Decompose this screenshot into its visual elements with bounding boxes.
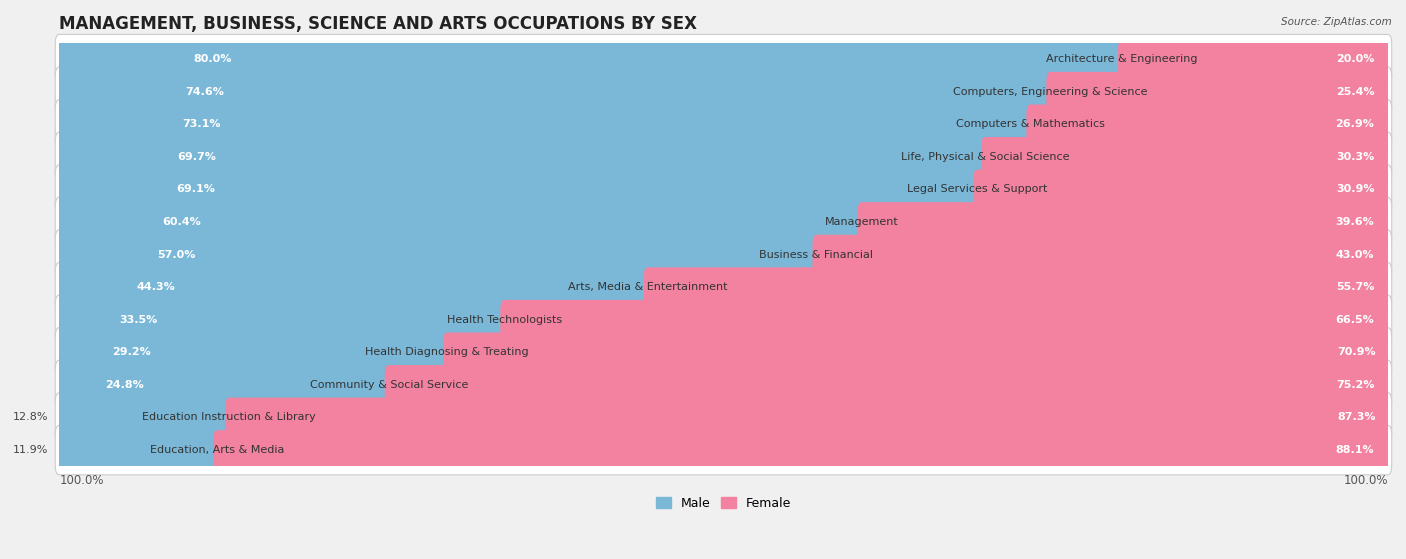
Text: 74.6%: 74.6% [184, 87, 224, 97]
FancyBboxPatch shape [55, 425, 1392, 475]
Text: Computers & Mathematics: Computers & Mathematics [956, 119, 1105, 129]
Text: 87.3%: 87.3% [1337, 413, 1376, 423]
FancyBboxPatch shape [55, 430, 221, 470]
Text: 66.5%: 66.5% [1336, 315, 1375, 325]
FancyBboxPatch shape [55, 365, 392, 405]
FancyBboxPatch shape [1118, 39, 1392, 79]
FancyBboxPatch shape [973, 169, 1392, 209]
Text: MANAGEMENT, BUSINESS, SCIENCE AND ARTS OCCUPATIONS BY SEX: MANAGEMENT, BUSINESS, SCIENCE AND ARTS O… [59, 15, 697, 33]
Text: 70.9%: 70.9% [1337, 347, 1376, 357]
Text: 11.9%: 11.9% [13, 445, 49, 455]
Text: 69.7%: 69.7% [177, 152, 217, 162]
Text: 57.0%: 57.0% [156, 250, 195, 259]
Text: 69.1%: 69.1% [176, 184, 215, 195]
FancyBboxPatch shape [55, 300, 508, 340]
Text: 44.3%: 44.3% [136, 282, 176, 292]
Text: 12.8%: 12.8% [13, 413, 49, 423]
Text: Management: Management [825, 217, 898, 227]
FancyBboxPatch shape [501, 300, 1392, 340]
FancyBboxPatch shape [55, 202, 866, 242]
FancyBboxPatch shape [55, 169, 981, 209]
FancyBboxPatch shape [443, 333, 1393, 372]
FancyBboxPatch shape [55, 197, 1392, 247]
FancyBboxPatch shape [55, 165, 1392, 214]
FancyBboxPatch shape [55, 100, 1392, 149]
FancyBboxPatch shape [55, 397, 233, 437]
Text: Health Diagnosing & Treating: Health Diagnosing & Treating [366, 347, 529, 357]
Text: 29.2%: 29.2% [112, 347, 152, 357]
Text: 26.9%: 26.9% [1336, 119, 1375, 129]
Text: 73.1%: 73.1% [183, 119, 221, 129]
Text: 20.0%: 20.0% [1336, 54, 1375, 64]
Text: Architecture & Engineering: Architecture & Engineering [1046, 54, 1198, 64]
FancyBboxPatch shape [214, 430, 1392, 470]
Text: Source: ZipAtlas.com: Source: ZipAtlas.com [1281, 17, 1392, 27]
Text: Arts, Media & Entertainment: Arts, Media & Entertainment [568, 282, 727, 292]
FancyBboxPatch shape [55, 267, 652, 307]
Text: 25.4%: 25.4% [1336, 87, 1375, 97]
FancyBboxPatch shape [55, 262, 1392, 312]
FancyBboxPatch shape [55, 230, 1392, 280]
FancyBboxPatch shape [55, 137, 990, 177]
Text: 60.4%: 60.4% [162, 217, 201, 227]
Text: Legal Services & Support: Legal Services & Support [907, 184, 1047, 195]
FancyBboxPatch shape [55, 105, 1035, 144]
FancyBboxPatch shape [1046, 72, 1392, 112]
Text: Computers, Engineering & Science: Computers, Engineering & Science [953, 87, 1147, 97]
Text: Life, Physical & Social Science: Life, Physical & Social Science [901, 152, 1070, 162]
FancyBboxPatch shape [55, 35, 1392, 84]
Text: 30.3%: 30.3% [1336, 152, 1375, 162]
Text: 39.6%: 39.6% [1336, 217, 1375, 227]
Text: Education, Arts & Media: Education, Arts & Media [150, 445, 284, 455]
FancyBboxPatch shape [1026, 105, 1392, 144]
FancyBboxPatch shape [55, 393, 1392, 442]
Text: 88.1%: 88.1% [1336, 445, 1375, 455]
FancyBboxPatch shape [858, 202, 1392, 242]
FancyBboxPatch shape [55, 67, 1392, 116]
FancyBboxPatch shape [55, 39, 1126, 79]
Text: 75.2%: 75.2% [1336, 380, 1375, 390]
FancyBboxPatch shape [225, 397, 1393, 437]
Text: 24.8%: 24.8% [105, 380, 145, 390]
Text: 43.0%: 43.0% [1336, 250, 1375, 259]
Text: 30.9%: 30.9% [1336, 184, 1375, 195]
FancyBboxPatch shape [55, 333, 451, 372]
Text: Education Instruction & Library: Education Instruction & Library [142, 413, 316, 423]
Text: 100.0%: 100.0% [1343, 475, 1388, 487]
FancyBboxPatch shape [385, 365, 1392, 405]
FancyBboxPatch shape [644, 267, 1392, 307]
FancyBboxPatch shape [55, 328, 1392, 377]
FancyBboxPatch shape [813, 235, 1392, 274]
FancyBboxPatch shape [55, 132, 1392, 182]
Text: 100.0%: 100.0% [59, 475, 104, 487]
FancyBboxPatch shape [55, 235, 821, 274]
FancyBboxPatch shape [55, 295, 1392, 344]
FancyBboxPatch shape [55, 72, 1054, 112]
FancyBboxPatch shape [55, 360, 1392, 410]
Text: 80.0%: 80.0% [194, 54, 232, 64]
Text: 33.5%: 33.5% [120, 315, 157, 325]
FancyBboxPatch shape [981, 137, 1392, 177]
Text: Health Technologists: Health Technologists [447, 315, 562, 325]
Text: 55.7%: 55.7% [1336, 282, 1375, 292]
Text: Business & Financial: Business & Financial [759, 250, 873, 259]
Text: Community & Social Service: Community & Social Service [309, 380, 468, 390]
Legend: Male, Female: Male, Female [651, 492, 796, 515]
